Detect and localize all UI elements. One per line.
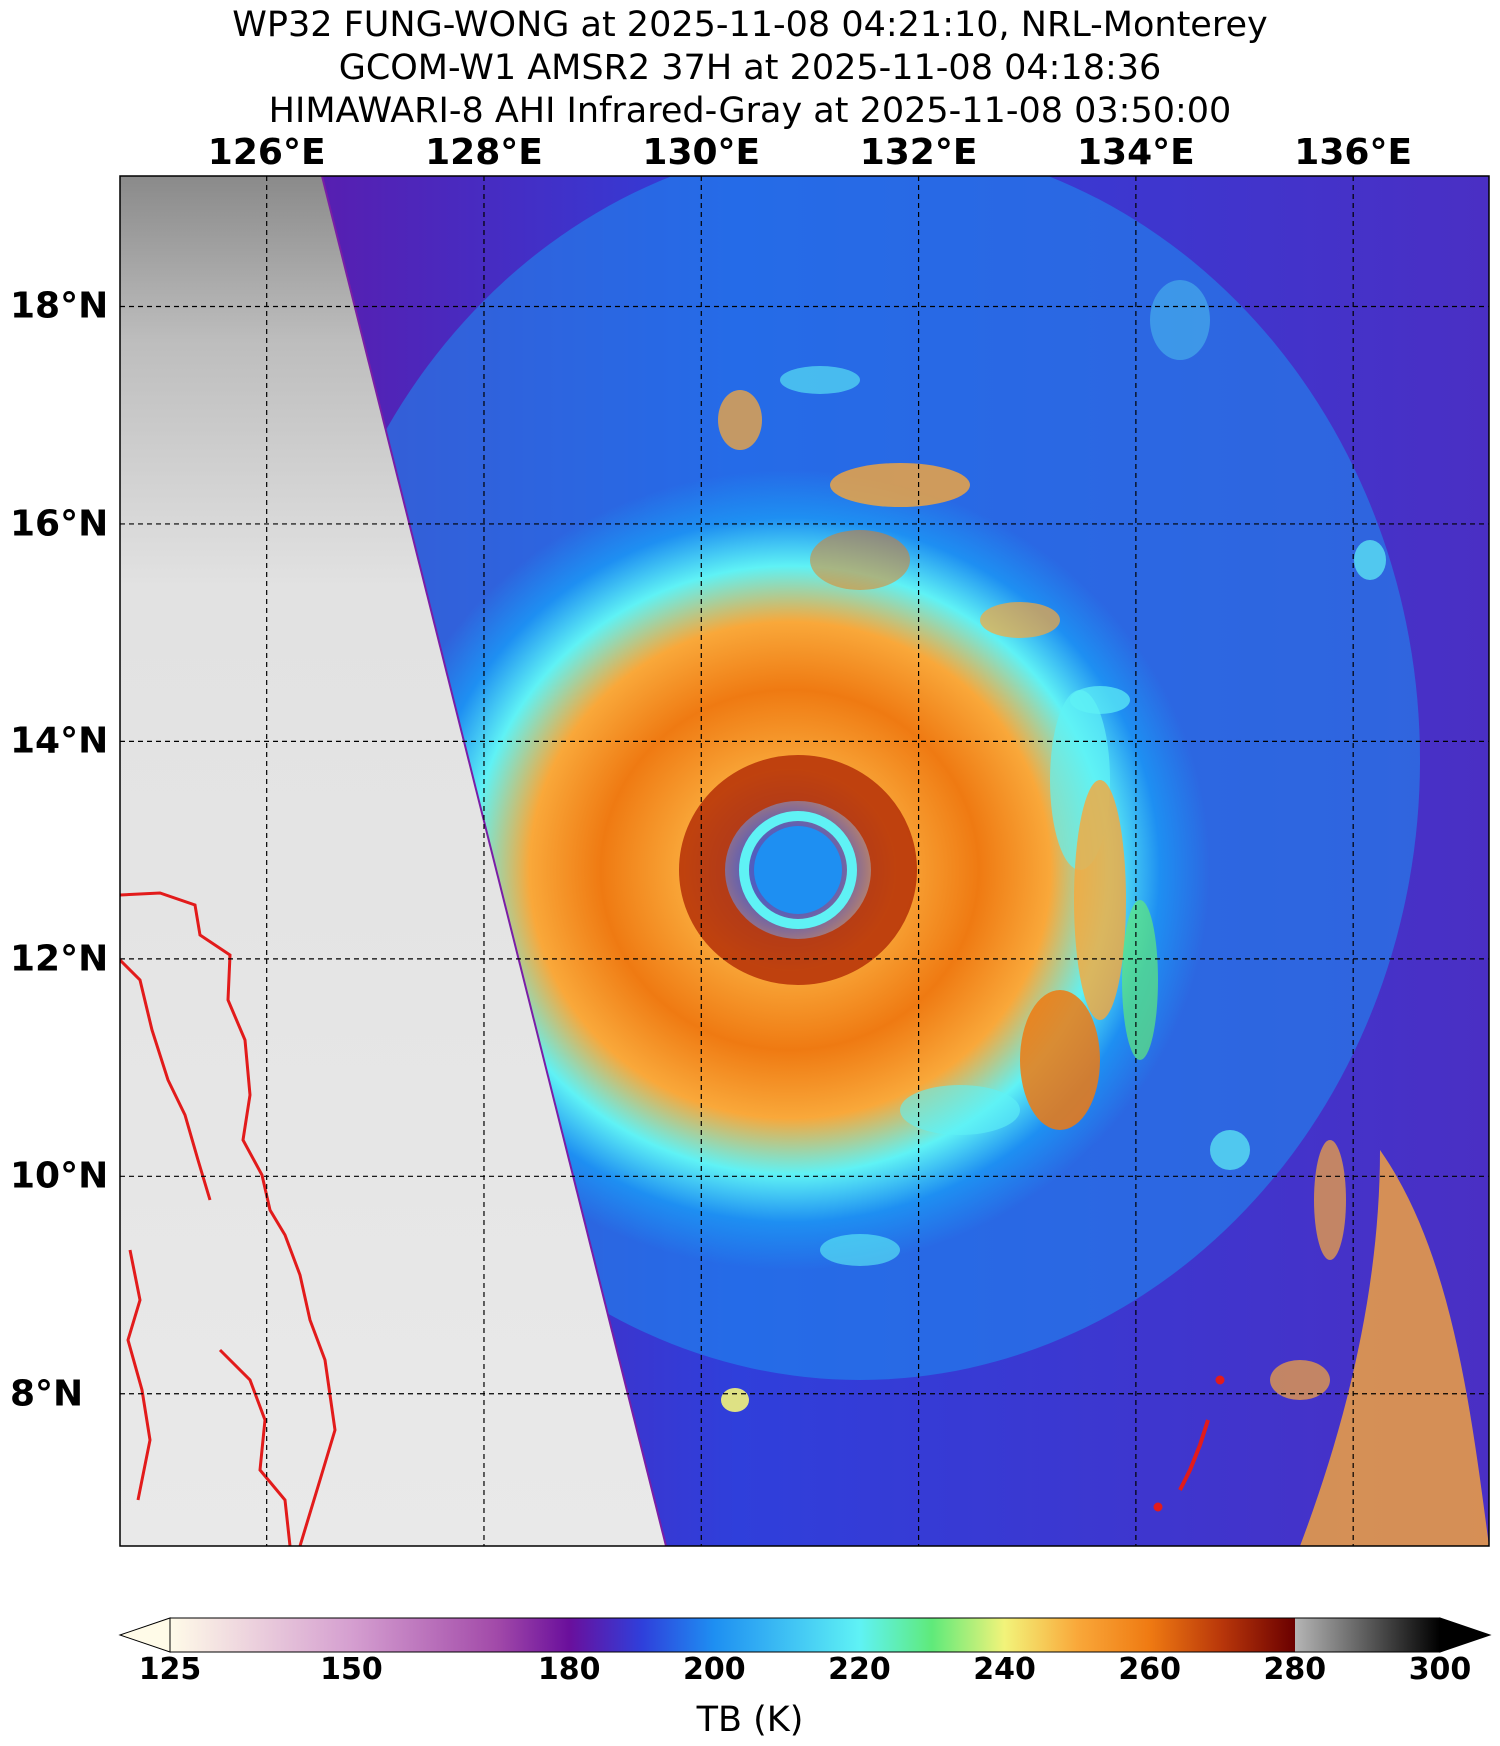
rainband-cell: [1020, 990, 1100, 1130]
rainband-cell: [1150, 280, 1210, 360]
coastline-leyte: [126, 1249, 152, 1501]
rainband-cell: [780, 366, 860, 394]
colorbar-tick-label: 260: [1118, 1652, 1182, 1687]
coastline-palau: [1178, 1419, 1210, 1491]
colorbar-bar: [169, 1617, 1441, 1653]
rainband-cell: [1074, 780, 1126, 1020]
coastline-mindanao: [218, 1348, 292, 1546]
lat-tick-label: 14°N: [10, 720, 109, 762]
title-line-1: WP32 FUNG-WONG at 2025-11-08 04:21:10, N…: [232, 5, 1268, 45]
lat-tick-label: 12°N: [10, 938, 109, 980]
rainband-cell: [1122, 900, 1158, 1060]
lat-tick-label: 16°N: [10, 503, 109, 545]
colorbar-tick-label: 280: [1263, 1652, 1327, 1687]
rainband-cell: [1354, 540, 1386, 580]
rainband-cell: [810, 530, 910, 590]
rainband-cell: [1070, 686, 1130, 714]
lon-tick-label: 130°E: [642, 132, 761, 173]
eye-rim: [739, 811, 857, 929]
rainband-cell: [820, 1234, 900, 1266]
lat-tick-label: 18°N: [10, 285, 109, 327]
island-dot: [1153, 1502, 1163, 1512]
eyewall: [679, 755, 917, 985]
colorbar-label: TB (K): [696, 1700, 804, 1740]
lon-tick-label: 134°E: [1077, 132, 1195, 173]
lon-tick-label: 128°E: [425, 132, 543, 173]
rainband-cell: [721, 1388, 749, 1412]
island-dot: [1215, 1375, 1225, 1385]
rainband-cell: [1270, 1360, 1330, 1400]
colorbar-tick-label: 240: [973, 1652, 1036, 1687]
lon-tick-label: 126°E: [207, 132, 326, 173]
colorbar-tick-label: 125: [138, 1652, 202, 1687]
rainband-cell: [830, 463, 970, 507]
rainband-cell: [1210, 1130, 1250, 1170]
lat-tick-label: 8°N: [10, 1373, 84, 1415]
rainband-cell: [980, 602, 1060, 638]
swath-edge: [321, 176, 667, 1546]
colorbar-tick-label: 300: [1408, 1652, 1472, 1687]
colorbar-tick-label: 200: [682, 1652, 746, 1687]
storm-eye: [754, 826, 842, 914]
colorbar-tick-label: 150: [320, 1652, 383, 1687]
lon-tick-label: 136°E: [1294, 132, 1413, 173]
rainband-cell: [718, 390, 762, 450]
colorbar-max-extend: [1439, 1617, 1492, 1653]
map-frame: [119, 175, 1490, 1547]
rainbands: [718, 280, 1386, 1412]
rainband-cell: [900, 1085, 1020, 1135]
coastline-philippines-east: [120, 891, 337, 1546]
southeast-warm-cells: [1300, 1150, 1489, 1546]
colorbar-tick-label: 220: [828, 1652, 891, 1687]
coastline-samar: [120, 958, 212, 1201]
colorbar: [118, 1617, 1492, 1653]
title-line-2: GCOM-W1 AMSR2 37H at 2025-11-08 04:18:36: [338, 48, 1162, 88]
colorbar-min-extend: [118, 1617, 171, 1653]
lat-tick-label: 10°N: [10, 1155, 109, 1197]
title-line-3: HIMAWARI-8 AHI Infrared-Gray at 2025-11-…: [268, 91, 1232, 131]
map-panel: [120, 176, 1489, 1546]
gridlines: [120, 176, 1489, 1546]
lon-tick-label: 132°E: [859, 132, 978, 173]
rainband-cell: [1314, 1140, 1346, 1260]
colorbar-tick-label: 180: [537, 1652, 601, 1687]
coastlines: [120, 891, 1225, 1546]
